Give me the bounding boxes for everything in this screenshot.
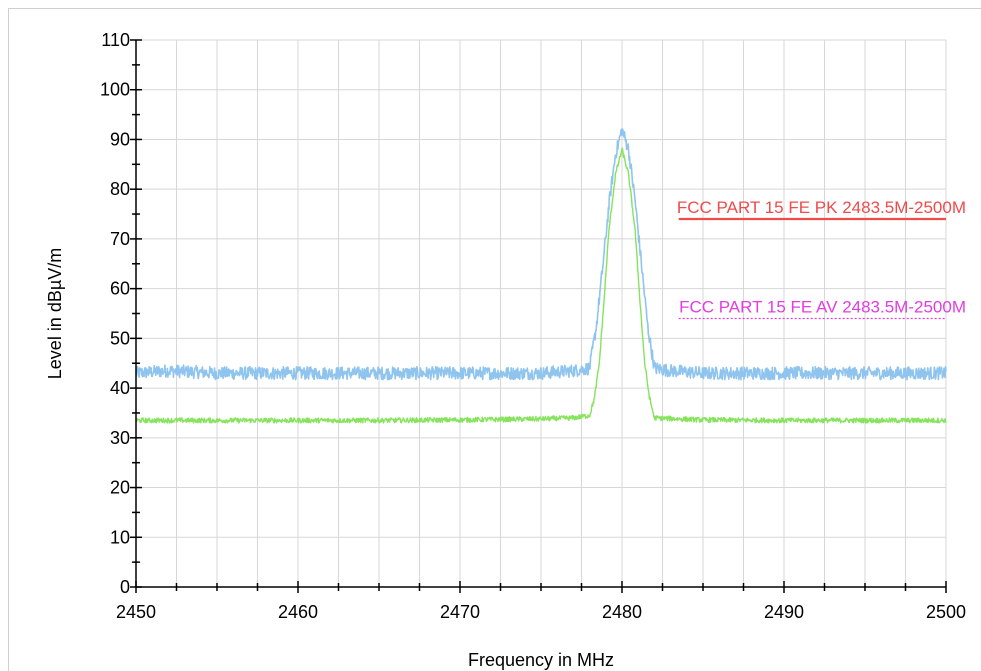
x-tick-label: 2460	[278, 602, 318, 622]
limit-lines: FCC PART 15 FE PK 2483.5M-2500M FCC PART …	[677, 198, 966, 320]
y-tick-label: 40	[110, 378, 130, 398]
y-tick-label: 20	[110, 478, 130, 498]
y-tick-label: 100	[100, 80, 130, 100]
y-tick-label: 50	[110, 328, 130, 348]
limit-label-1: FCC PART 15 FE PK 2483.5M-2500M	[677, 198, 966, 217]
y-tick-label: 0	[120, 577, 130, 597]
x-tick-label: 2450	[116, 602, 156, 622]
limit-label-2: FCC PART 15 FE AV 2483.5M-2500M	[679, 297, 966, 316]
x-tick-label: 2480	[602, 602, 642, 622]
y-tick-label: 90	[110, 129, 130, 149]
y-axis-title: Level in dBµV/m	[45, 248, 65, 379]
axes: 2450 2460 2470 2480 2490 2500 0 10 20 30 40 50 60 70 8…	[100, 30, 966, 622]
x-tick-label: 2500	[926, 602, 966, 622]
y-tick-label: 80	[110, 179, 130, 199]
chart-panel	[8, 8, 981, 671]
y-tick-label: 60	[110, 279, 130, 299]
x-tick-label: 2470	[440, 602, 480, 622]
series-layer	[135, 128, 947, 424]
trace-series-2	[135, 147, 947, 424]
x-tick-label: 2490	[764, 602, 804, 622]
y-tick-label: 70	[110, 229, 130, 249]
y-tick-label: 10	[110, 527, 130, 547]
y-tick-label: 30	[110, 428, 130, 448]
x-axis-title: Frequency in MHz	[468, 650, 614, 670]
y-tick-label: 110	[101, 30, 130, 50]
grid	[135, 39, 947, 588]
trace-series-1	[135, 128, 947, 381]
